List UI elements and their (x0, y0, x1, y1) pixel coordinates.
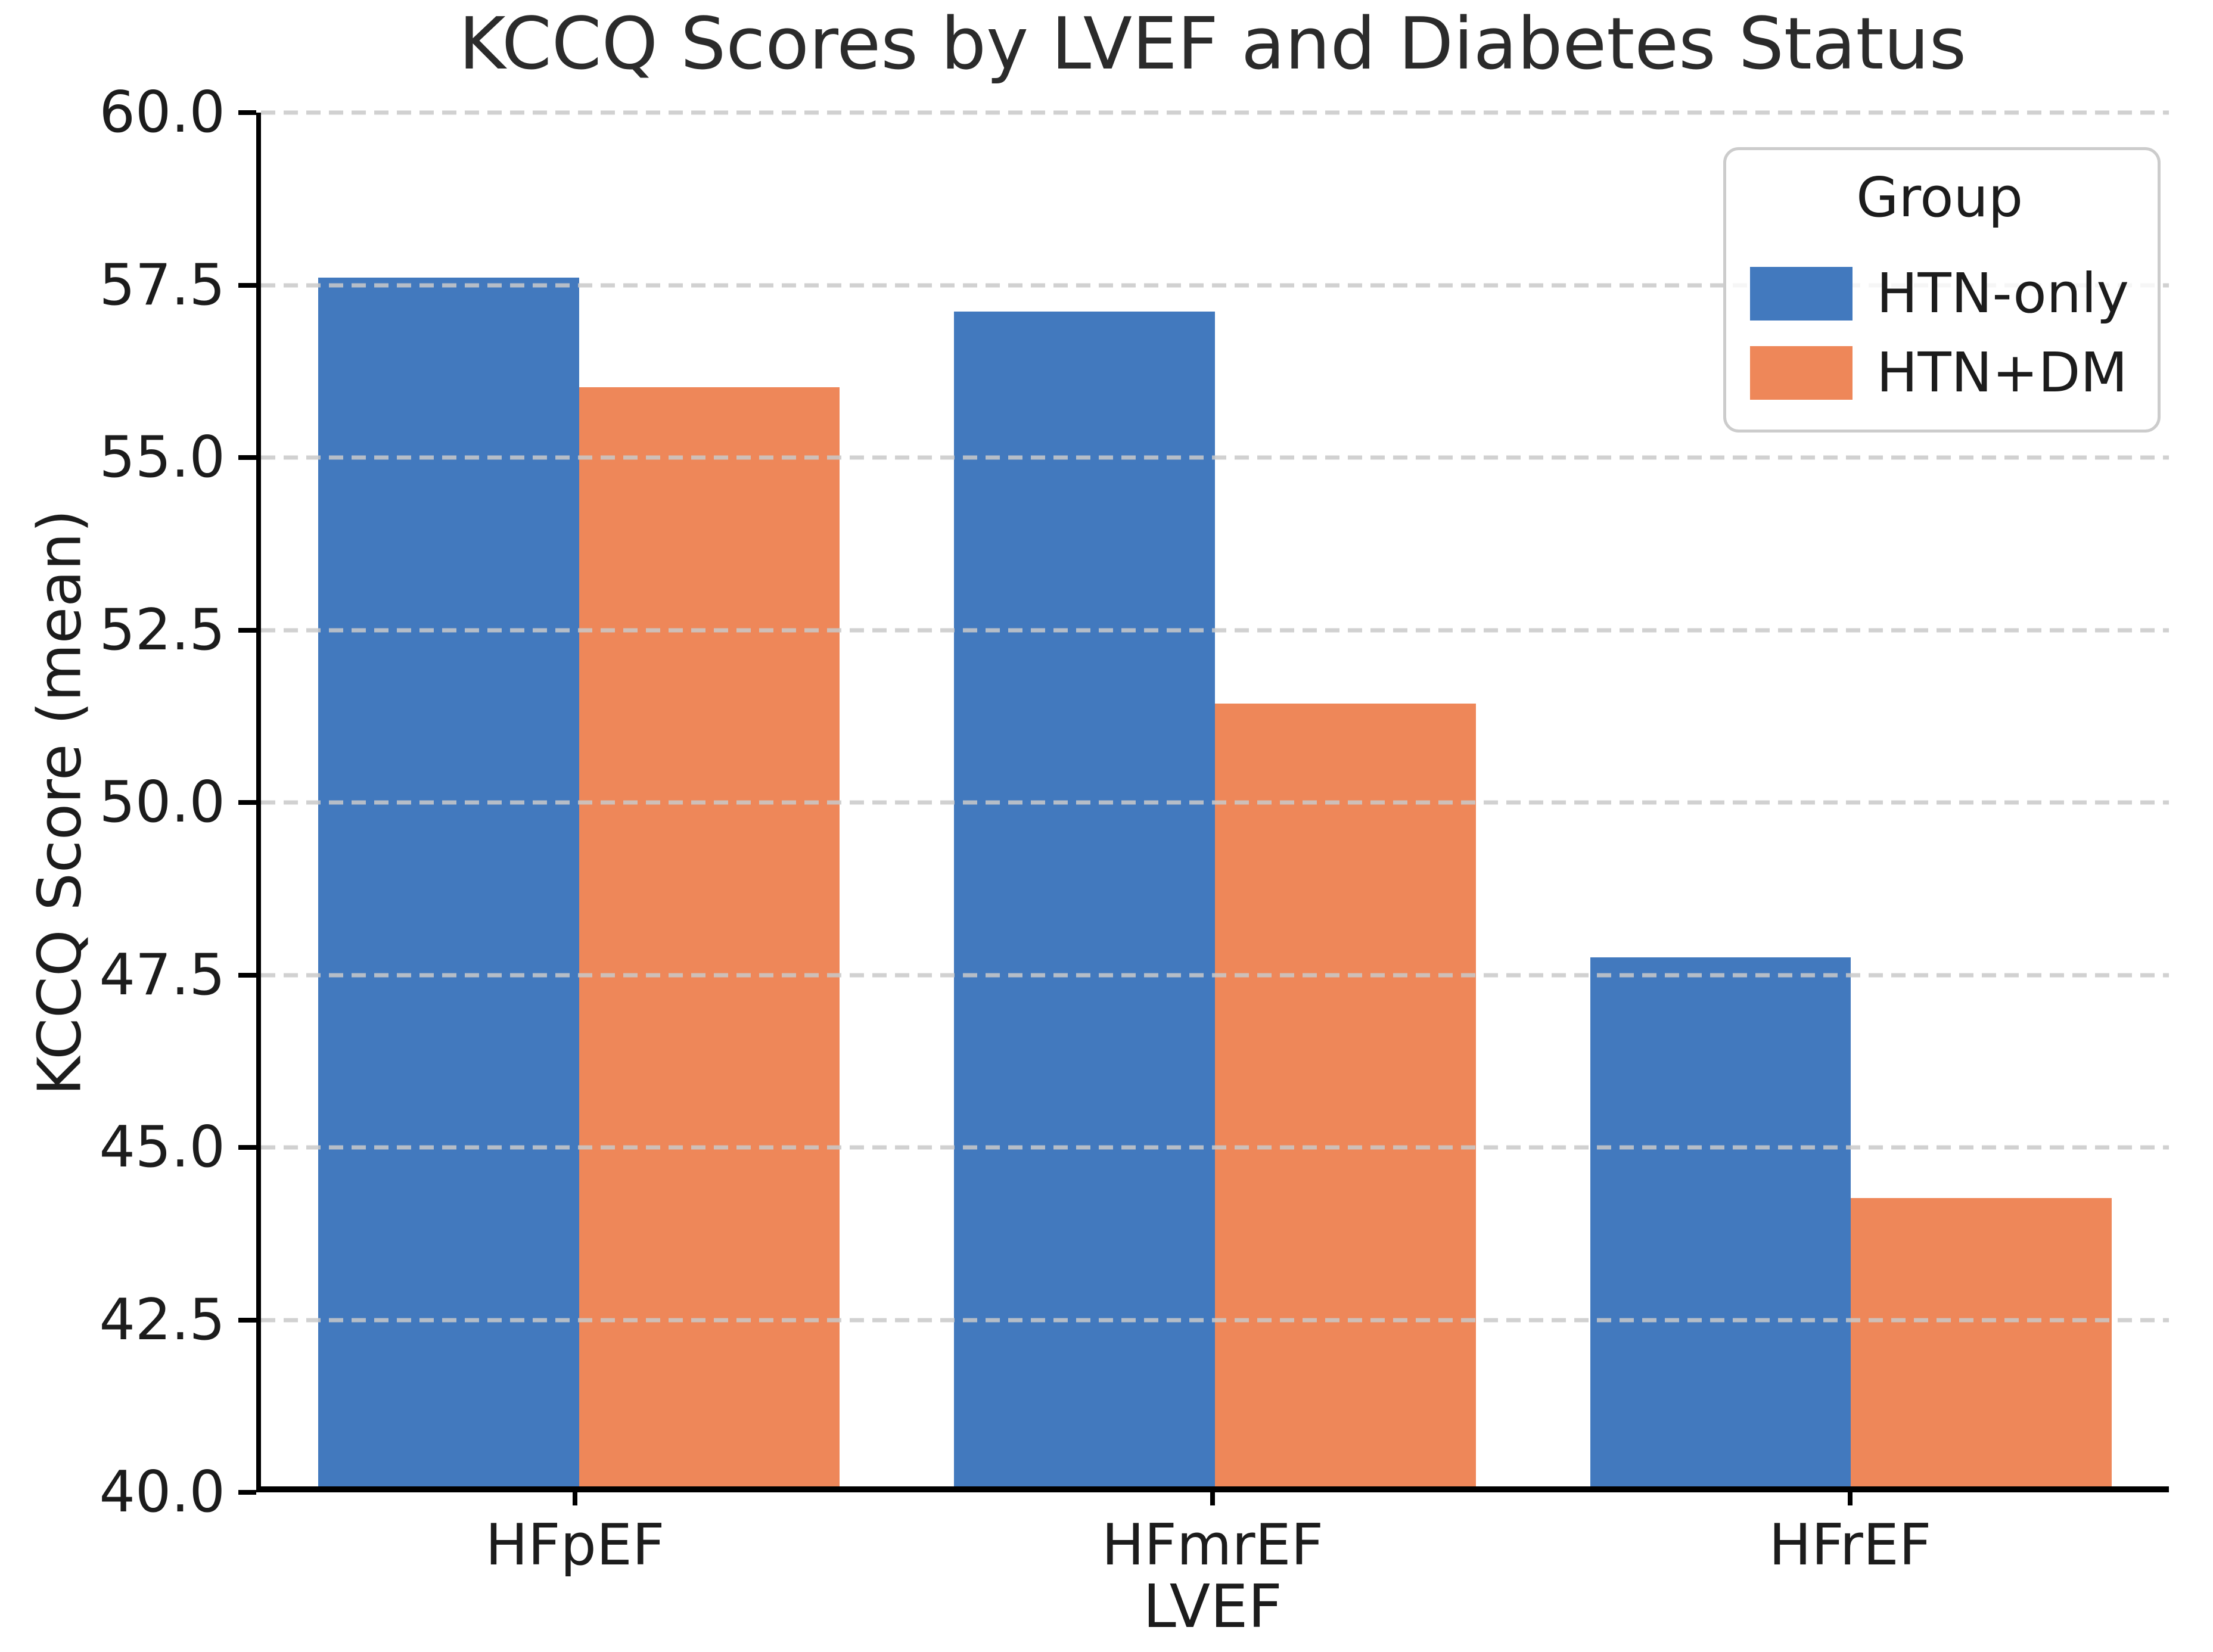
x-tick-label-hfpef: HFpEF (485, 1513, 665, 1578)
y-tick-mark-57.5 (238, 282, 256, 288)
y-tick-mark-42.5 (238, 1317, 256, 1323)
y-tick-label-55: 55.0 (99, 425, 225, 490)
y-axis-spine (256, 113, 261, 1492)
x-tick-mark-hfref (1848, 1492, 1853, 1505)
y-tick-label-52.5: 52.5 (99, 597, 225, 663)
bar-hfmref-htn-dm (1214, 703, 1476, 1486)
gridline-45 (261, 1145, 2169, 1150)
y-tick-mark-60 (238, 110, 256, 115)
x-tick-mark-hfpef (572, 1492, 577, 1505)
y-tick-label-47.5: 47.5 (99, 942, 225, 1008)
y-axis-label: KCCQ Score (mean) (24, 509, 95, 1096)
bar-groups-container (261, 113, 2169, 1486)
x-axis-label: LVEF (1143, 1572, 1282, 1641)
gridline-42.5 (261, 1318, 2169, 1322)
legend-row-htn-only: HTN-only (1750, 262, 2129, 325)
x-tick-label-hfmref: HFmrEF (1101, 1513, 1324, 1578)
gridline-52.5 (261, 628, 2169, 632)
legend-rows: HTN-only HTN+DM (1750, 246, 2129, 405)
bar-hfpef-htn-dm (579, 387, 840, 1486)
chart-title: KCCQ Scores by LVEF and Diabetes Status (458, 3, 1967, 86)
x-tick-mark-hfmref (1210, 1492, 1215, 1505)
y-tick-label-45: 45.0 (99, 1115, 225, 1180)
bar-group-hfpef (261, 113, 897, 1486)
gridline-57.5 (261, 283, 2169, 287)
y-tick-mark-55 (238, 455, 256, 460)
legend-title: Group (1856, 166, 2024, 229)
gridline-55 (261, 455, 2169, 460)
y-tick-label-40: 40.0 (99, 1460, 225, 1525)
y-tick-label-57.5: 57.5 (99, 252, 225, 318)
bar-hfref-htn-dm (1851, 1197, 2112, 1486)
y-tick-mark-47.5 (238, 972, 256, 978)
x-axis-spine (256, 1486, 2169, 1492)
y-tick-label-42.5: 42.5 (99, 1287, 225, 1353)
legend-label-htn-dm: HTN+DM (1876, 341, 2128, 405)
y-tick-mark-40 (238, 1490, 256, 1495)
legend-swatch-htn-dm (1750, 346, 1853, 400)
y-tick-label-50: 50.0 (99, 770, 225, 835)
y-tick-mark-45 (238, 1145, 256, 1150)
plot-area: 40.0 42.5 45.0 47.5 50.0 52.5 55.0 57.5 60.0 HFp… (99, 80, 2169, 1578)
y-tick-mark-50 (238, 800, 256, 805)
bar-group-hfmref (897, 113, 1533, 1486)
bar-hfmref-htn-only (954, 312, 1215, 1486)
legend-swatch-htn-only (1750, 266, 1853, 321)
bar-group-hfref (1533, 113, 2169, 1486)
y-tick-label-60: 60.0 (99, 80, 225, 145)
gridline-47.5 (261, 973, 2169, 977)
bar-hfpef-htn-only (318, 277, 579, 1486)
bar-hfref-htn-only (1590, 957, 1851, 1486)
x-tick-label-hfref: HFrEF (1768, 1513, 1932, 1578)
gridline-60 (261, 110, 2169, 115)
gridline-50 (261, 800, 2169, 805)
legend: Group HTN-only HTN+DM (1723, 147, 2161, 433)
legend-row-htn-dm: HTN+DM (1750, 341, 2129, 405)
legend-label-htn-only: HTN-only (1876, 262, 2129, 325)
y-tick-mark-52.5 (238, 627, 256, 633)
